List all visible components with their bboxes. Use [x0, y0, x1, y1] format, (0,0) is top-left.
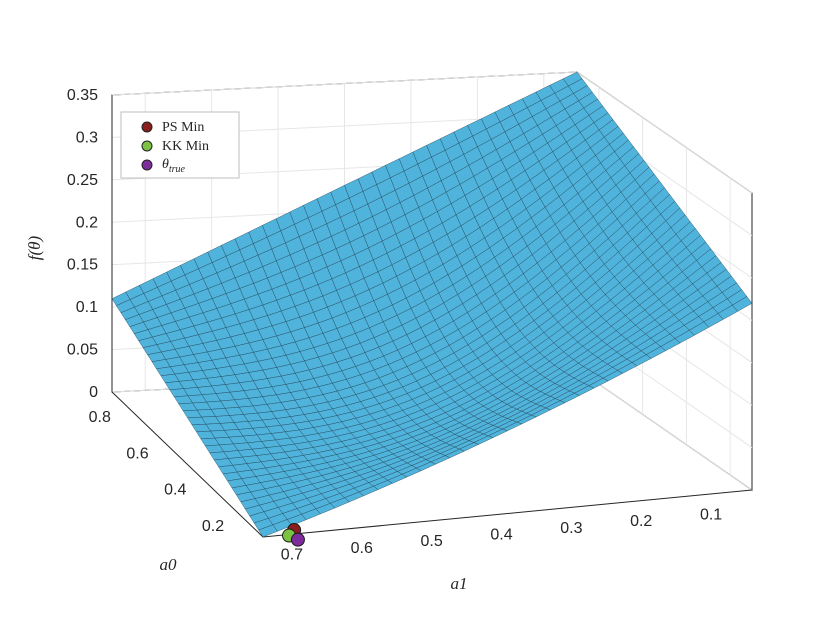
- a0-tick-label: 0.6: [126, 445, 148, 462]
- legend-marker-theta-true: [141, 159, 153, 171]
- legend-label-kk-min: KK Min: [162, 139, 209, 154]
- surface-patch: [732, 296, 753, 312]
- z-tick-label: 0.15: [67, 257, 98, 274]
- a1-tick-label: 0.4: [490, 527, 512, 544]
- z-tick-label: 0.2: [76, 214, 98, 231]
- a1-tick-label: 0.7: [281, 547, 303, 564]
- z-axis-label: f(θ): [25, 235, 44, 260]
- a1-tick-label: 0.2: [630, 513, 652, 530]
- marker-2: [290, 532, 305, 547]
- point-markers: [282, 523, 305, 547]
- legend-label-theta-true: θtrue: [162, 157, 186, 175]
- a0-axis-label: a0: [160, 555, 178, 574]
- a0-tick-label: 0.2: [202, 518, 224, 535]
- z-tick-label: 0.1: [76, 299, 98, 316]
- a0-tick-label: 0.8: [89, 409, 111, 426]
- z-tick-label: 0.3: [76, 129, 98, 146]
- a1-tick-label: 0.1: [700, 506, 722, 523]
- z-tick-label: 0.25: [67, 172, 98, 189]
- z-tick-label: 0: [89, 384, 98, 401]
- z-tick-label: 0.05: [67, 342, 98, 359]
- surface-mesh: [111, 71, 753, 538]
- z-tick-label: 0.35: [67, 87, 98, 104]
- a0-tick-label: 0.4: [164, 482, 186, 499]
- legend: PS Min KK Min θtrue: [120, 111, 240, 179]
- legend-theta-symbol: θ: [162, 157, 169, 172]
- legend-theta-subscript: true: [169, 164, 186, 175]
- legend-label-ps-min: PS Min: [162, 120, 204, 135]
- legend-marker-kk-min: [141, 140, 153, 152]
- a1-axis-label: a1: [451, 574, 468, 593]
- a1-tick-label: 0.6: [351, 540, 373, 557]
- tick-labels: 0 0.05 0.1 0.15 0.2 0.25 0.3 0.35 0.7 0.6 0.5 0.4 0.…: [67, 87, 722, 564]
- legend-box: [120, 111, 240, 179]
- legend-marker-ps-min: [141, 121, 153, 133]
- a1-tick-label: 0.3: [560, 520, 582, 537]
- a1-tick-label: 0.5: [421, 533, 443, 550]
